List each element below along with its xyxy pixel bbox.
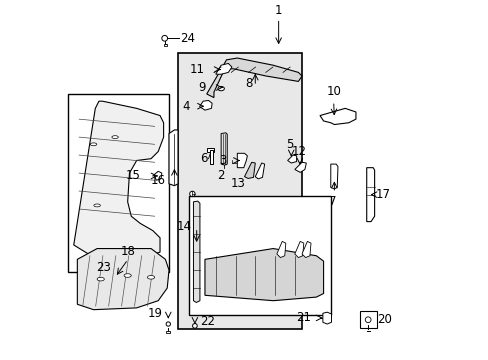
Text: 23: 23 bbox=[96, 261, 111, 274]
Polygon shape bbox=[221, 133, 227, 165]
Text: 7: 7 bbox=[328, 195, 336, 208]
Polygon shape bbox=[199, 100, 212, 110]
Polygon shape bbox=[154, 171, 162, 180]
Text: 5: 5 bbox=[285, 138, 293, 151]
Bar bbox=[178, 53, 302, 329]
Text: 2: 2 bbox=[217, 170, 224, 183]
Text: 13: 13 bbox=[230, 177, 244, 190]
Ellipse shape bbox=[90, 143, 97, 146]
Text: 15: 15 bbox=[125, 170, 140, 183]
Polygon shape bbox=[77, 248, 169, 310]
Text: 9: 9 bbox=[198, 81, 205, 94]
Ellipse shape bbox=[189, 191, 195, 197]
Text: 3: 3 bbox=[219, 154, 226, 167]
Ellipse shape bbox=[97, 277, 104, 281]
Text: 20: 20 bbox=[377, 313, 391, 326]
Polygon shape bbox=[193, 201, 200, 302]
Polygon shape bbox=[302, 241, 310, 257]
Bar bbox=[68, 94, 169, 272]
Text: 17: 17 bbox=[375, 188, 390, 201]
Polygon shape bbox=[322, 312, 331, 324]
Ellipse shape bbox=[94, 204, 100, 207]
Text: 14: 14 bbox=[176, 220, 191, 233]
Ellipse shape bbox=[365, 317, 370, 323]
Text: 6: 6 bbox=[200, 152, 207, 165]
Text: 12: 12 bbox=[291, 145, 306, 158]
Text: 4: 4 bbox=[183, 100, 190, 113]
Text: 24: 24 bbox=[180, 32, 194, 45]
Polygon shape bbox=[204, 248, 323, 301]
Polygon shape bbox=[366, 168, 374, 222]
Polygon shape bbox=[294, 241, 303, 257]
Polygon shape bbox=[215, 63, 231, 74]
Ellipse shape bbox=[124, 274, 131, 277]
Polygon shape bbox=[206, 58, 302, 98]
Polygon shape bbox=[287, 155, 296, 163]
Bar bbox=[166, 330, 170, 333]
Text: 1: 1 bbox=[274, 4, 282, 17]
Bar bbox=[188, 197, 330, 315]
Polygon shape bbox=[319, 108, 355, 125]
Polygon shape bbox=[207, 148, 214, 152]
Ellipse shape bbox=[112, 136, 118, 139]
Polygon shape bbox=[276, 241, 285, 257]
Bar bbox=[209, 150, 212, 164]
Polygon shape bbox=[255, 163, 264, 179]
Text: 21: 21 bbox=[295, 311, 310, 324]
Polygon shape bbox=[74, 101, 163, 259]
Ellipse shape bbox=[147, 275, 154, 279]
Text: 22: 22 bbox=[200, 315, 215, 328]
Polygon shape bbox=[237, 153, 247, 168]
Ellipse shape bbox=[218, 86, 224, 91]
Ellipse shape bbox=[166, 322, 170, 326]
Text: 11: 11 bbox=[189, 63, 204, 76]
Bar bbox=[163, 44, 167, 46]
Polygon shape bbox=[244, 162, 255, 179]
Text: 16: 16 bbox=[150, 174, 165, 187]
Ellipse shape bbox=[162, 35, 167, 41]
Text: 8: 8 bbox=[244, 77, 252, 90]
Polygon shape bbox=[294, 162, 305, 172]
Bar bbox=[359, 311, 376, 328]
Text: 10: 10 bbox=[325, 85, 341, 98]
Polygon shape bbox=[169, 130, 178, 186]
Polygon shape bbox=[330, 164, 337, 189]
Text: 19: 19 bbox=[147, 307, 162, 320]
Text: 18: 18 bbox=[120, 244, 135, 257]
Ellipse shape bbox=[192, 324, 197, 328]
